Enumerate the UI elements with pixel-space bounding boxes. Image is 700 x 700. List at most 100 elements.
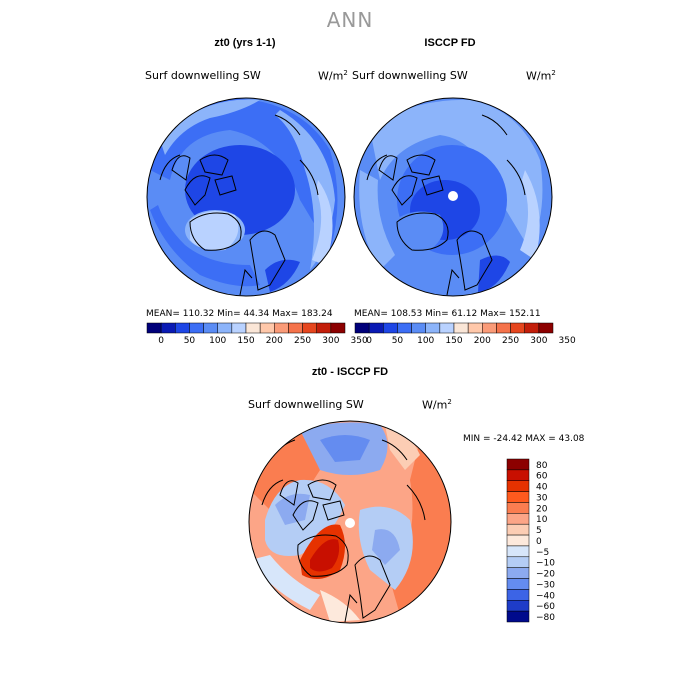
panel-2-colorbar-swatch: [482, 322, 497, 334]
panel-1-colorbar-swatch: [302, 322, 317, 334]
panel-1-colorbar: 0 50 100 150 200 250 300 350: [146, 322, 368, 346]
panel-2-colorbar-tick-label: 0: [366, 336, 372, 346]
panel-3-colorbar-tick-label: −10: [536, 559, 555, 569]
panel-3-colorbar-swatch: [506, 469, 530, 481]
panel-3-colorbar-tick-label: −20: [536, 570, 555, 580]
panel-3-colorbar-swatch: [506, 480, 530, 492]
panel-3-colorbar-tick-label: 30: [536, 493, 548, 503]
panel-2-units: W/m2: [526, 69, 556, 83]
panel-1-colorbar-swatch: [217, 322, 233, 334]
panel-2-colorbar-tick-label: 350: [559, 336, 576, 346]
panel-2-map-border: [353, 97, 553, 297]
panel-3-map-border: [248, 420, 452, 624]
panel-2-colorbar-swatch: [354, 322, 370, 334]
panel-2-colorbar-swatch: [411, 322, 426, 334]
panel-2-colorbar: 0 50 100 150 200 250 300 350: [354, 322, 576, 346]
panel-1-colorbar-swatch: [203, 322, 218, 334]
panel-1-colorbar-swatch: [330, 322, 346, 334]
panel-1-colorbar-tick-label: 200: [266, 336, 283, 346]
panel-3-title: zt0 - ISCCP FD: [311, 366, 389, 378]
panel-3-colorbar-swatch: [506, 567, 530, 579]
panel-3-colorbar-tick-label: −80: [536, 613, 555, 623]
panel-1-colorbar-tick-label: 100: [209, 336, 226, 346]
polar-map-model: [147, 98, 345, 296]
panel-3-stats: MIN = -24.42 MAX = 43.08: [463, 434, 585, 444]
panel-1-colorbar-swatch: [160, 322, 176, 334]
panel-1-variable: Surf downwelling SW: [145, 69, 261, 82]
panel-1-colorbar-swatch: [189, 322, 204, 334]
panel-2-colorbar-swatch: [467, 322, 483, 334]
panel-3-colorbar-tick-label: 40: [536, 483, 548, 493]
panel-2-colorbar-tick-label: 100: [417, 336, 434, 346]
panel-2-colorbar-tick-label: 50: [392, 336, 404, 346]
panel-2-variable: Surf downwelling SW: [352, 69, 468, 82]
panel-1-colorbar-swatch: [146, 322, 162, 334]
panel-1-colorbar-swatch: [316, 322, 332, 334]
panel-3-colorbar-swatch: [506, 610, 530, 623]
panel-2-colorbar-swatch: [524, 322, 540, 334]
panel-3-variable: Surf downwelling SW: [248, 398, 364, 411]
figure-title: ANN: [326, 8, 374, 32]
panel-3-colorbar-tick-label: 5: [536, 526, 542, 536]
panel-3-coastlines: [261, 439, 426, 623]
panel-2-colorbar-tick-label: 200: [474, 336, 491, 346]
panel-3-colorbar-swatch: [506, 534, 530, 547]
panel-3-colorbar-tick-label: −5: [536, 548, 549, 558]
panel-1-colorbar-swatch: [175, 322, 190, 334]
panel-3-colorbar-tick-label: 80: [536, 461, 548, 471]
panel-3-colorbar-tick-label: −40: [536, 591, 555, 601]
panel-2-colorbar-swatch: [425, 322, 441, 334]
panel-1-colorbar-tick-label: 0: [158, 336, 164, 346]
panel-2-coastlines: [366, 114, 526, 296]
panel-1-stats: MEAN= 110.32 Min= 44.34 Max= 183.24: [146, 309, 333, 319]
panel-3-colorbar-tick-label: 10: [536, 515, 548, 525]
panel-3-colorbar-swatch: [506, 523, 530, 536]
panel-3-colorbar-tick-label: 0: [536, 537, 542, 547]
panel-3-colorbar-swatch: [506, 556, 530, 568]
panel-3-colorbar-tick-label: −30: [536, 580, 555, 590]
panel-2-colorbar-swatch: [383, 322, 398, 334]
panel-2-missing-data-hole: [448, 191, 458, 201]
panel-3-colorbar-swatch: [506, 600, 530, 612]
panel-2-colorbar-tick-label: 250: [502, 336, 519, 346]
panel-2-colorbar-tick-label: 150: [445, 336, 462, 346]
panel-1-colorbar-swatch: [259, 322, 275, 334]
panel-1-map-border: [146, 97, 346, 297]
panel-1-colorbar-tick-label: 50: [184, 336, 196, 346]
panel-1-colorbar-tick-label: 150: [237, 336, 254, 346]
panel-3-colorbar-tick-label: 20: [536, 504, 548, 514]
panel-3-colorbar-swatch: [506, 502, 530, 514]
panel-2-colorbar-tick-label: 300: [530, 336, 547, 346]
panel-2-colorbar-swatch: [439, 322, 455, 334]
panel-1-colorbar-swatch: [245, 322, 261, 334]
panel-1-coastlines: [159, 114, 319, 296]
panel-2-colorbar-swatch: [538, 322, 554, 334]
panel-2-colorbar-swatch: [510, 322, 525, 334]
panel-1-colorbar-tick-label: 300: [322, 336, 339, 346]
panel-3-colorbar-swatch: [506, 513, 530, 525]
panel-1-colorbar-swatch: [288, 322, 303, 334]
panel-3-colorbar-swatch: [506, 578, 530, 590]
panel-1-colorbar-swatch: [274, 322, 289, 334]
panel-3-colorbar-tick-label: −60: [536, 602, 555, 612]
panel-3-colorbar-swatch: [506, 589, 530, 601]
panel-3-missing-data-hole: [345, 518, 355, 528]
panel-1-colorbar-swatch: [231, 322, 247, 334]
panel-2-colorbar-swatch: [397, 322, 412, 334]
panel-3-colorbar-swatch: [506, 491, 530, 503]
panel-1-colorbar-tick-label: 350: [351, 336, 368, 346]
panel-3-colorbar-swatch: [506, 545, 530, 558]
panel-3-units: W/m2: [422, 398, 452, 412]
panel-2-colorbar-swatch: [496, 322, 511, 334]
panel-2-stats: MEAN= 108.53 Min= 61.12 Max= 152.11: [354, 309, 541, 319]
panel-2-title: ISCCP FD: [424, 37, 476, 49]
panel-2-colorbar-swatch: [368, 322, 384, 334]
panel-1-title: zt0 (yrs 1-1): [214, 37, 276, 49]
panel-3-colorbar-tick-label: 60: [536, 472, 548, 482]
panel-1-units: W/m2: [318, 69, 348, 83]
panel-2-colorbar-swatch: [453, 322, 469, 334]
panel-1-colorbar-tick-label: 250: [294, 336, 311, 346]
panel-3-colorbar-swatch: [506, 458, 530, 471]
